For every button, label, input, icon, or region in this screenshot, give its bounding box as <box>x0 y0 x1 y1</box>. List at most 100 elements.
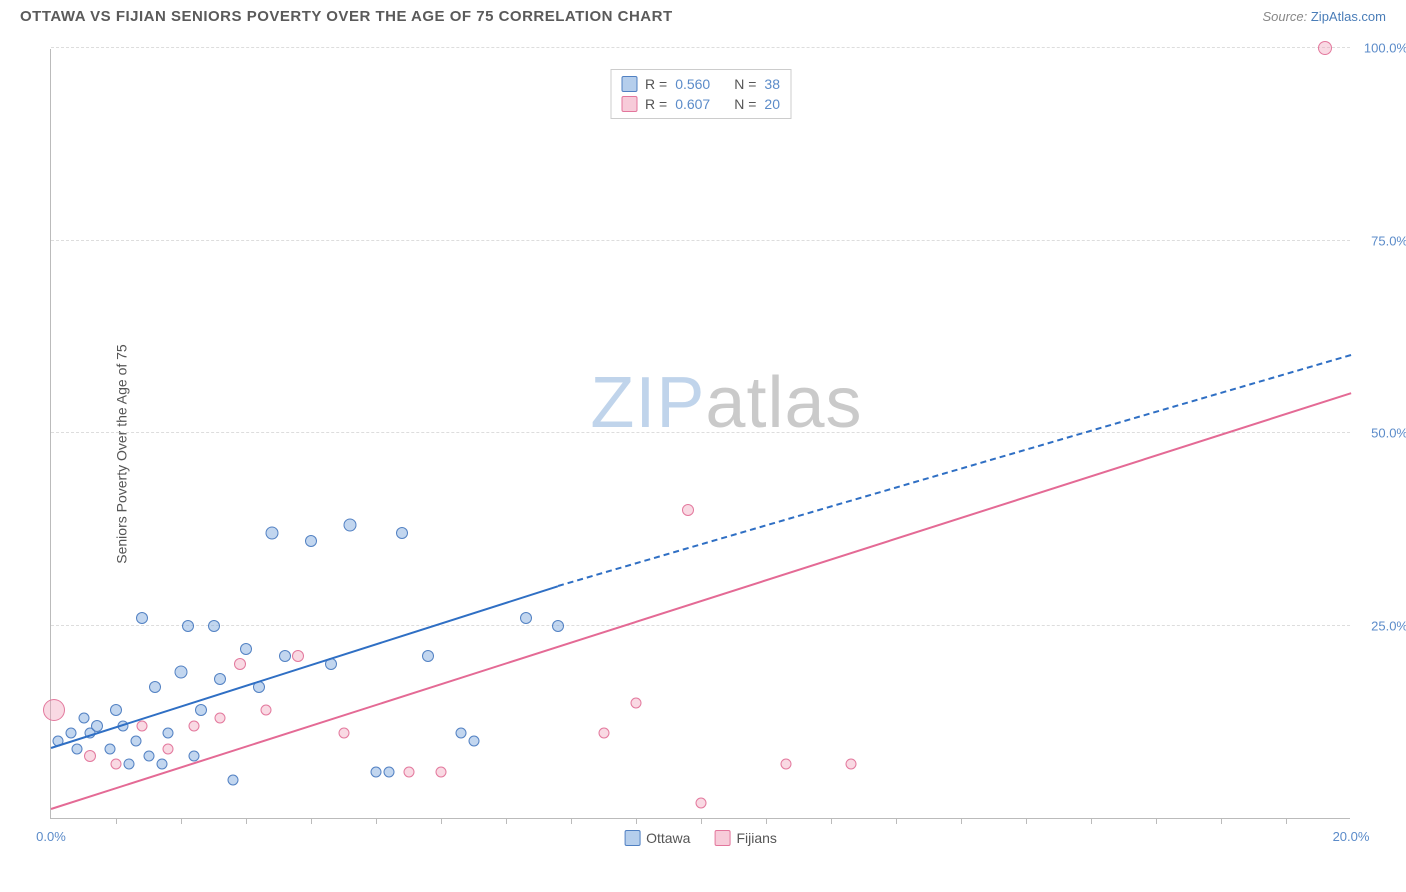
x-tick-label: 0.0% <box>36 829 66 844</box>
scatter-point <box>137 720 148 731</box>
swatch-blue-icon <box>624 830 640 846</box>
scatter-point <box>1318 41 1332 55</box>
n-value: 20 <box>764 96 780 112</box>
trend-line <box>558 354 1352 587</box>
r-value: 0.607 <box>675 96 710 112</box>
scatter-point <box>195 704 207 716</box>
legend-item-ottawa: Ottawa <box>624 830 690 846</box>
scatter-point <box>845 759 856 770</box>
chart-title: OTTAWA VS FIJIAN SENIORS POVERTY OVER TH… <box>20 8 673 25</box>
scatter-point <box>552 620 564 632</box>
x-tick <box>1091 818 1092 824</box>
n-label: N = <box>734 96 756 112</box>
x-tick <box>181 818 182 824</box>
watermark-zip: ZIP <box>590 363 705 443</box>
scatter-point <box>344 519 357 532</box>
scatter-point <box>682 504 694 516</box>
legend-label: Fijians <box>736 830 776 846</box>
series-legend: Ottawa Fijians <box>624 830 777 846</box>
scatter-point <box>240 643 252 655</box>
scatter-point <box>396 527 408 539</box>
scatter-point <box>696 797 707 808</box>
swatch-pink-icon <box>714 830 730 846</box>
gridline <box>51 240 1350 241</box>
x-tick <box>636 818 637 824</box>
scatter-point <box>371 766 382 777</box>
y-tick-label: 50.0% <box>1371 426 1406 441</box>
scatter-point <box>111 759 122 770</box>
swatch-pink-icon <box>621 96 637 112</box>
scatter-point <box>292 650 304 662</box>
scatter-point <box>65 728 76 739</box>
legend-label: Ottawa <box>646 830 690 846</box>
y-tick-label: 100.0% <box>1364 41 1406 56</box>
scatter-point <box>214 673 226 685</box>
scatter-point <box>436 766 447 777</box>
scatter-point <box>598 728 609 739</box>
scatter-point <box>384 766 395 777</box>
n-value: 38 <box>764 76 780 92</box>
y-tick-label: 75.0% <box>1371 233 1406 248</box>
scatter-point <box>228 774 239 785</box>
x-tick <box>701 818 702 824</box>
x-tick <box>896 818 897 824</box>
trend-line <box>51 585 559 749</box>
r-value: 0.560 <box>675 76 710 92</box>
scatter-point <box>338 728 349 739</box>
scatter-point <box>234 658 246 670</box>
scatter-point <box>260 705 271 716</box>
scatter-point <box>266 527 279 540</box>
x-tick <box>506 818 507 824</box>
scatter-point <box>455 728 466 739</box>
x-tick <box>441 818 442 824</box>
scatter-point <box>78 712 89 723</box>
swatch-blue-icon <box>621 76 637 92</box>
scatter-point <box>72 743 83 754</box>
x-tick <box>1026 818 1027 824</box>
plot-area: ZIPatlas R = 0.560 N = 38 R = 0.607 N = … <box>50 49 1350 819</box>
scatter-point <box>43 699 65 721</box>
x-tick <box>831 818 832 824</box>
x-tick <box>571 818 572 824</box>
scatter-point <box>149 681 161 693</box>
chart-header: OTTAWA VS FIJIAN SENIORS POVERTY OVER TH… <box>0 0 1406 29</box>
x-tick <box>116 818 117 824</box>
source-link[interactable]: ZipAtlas.com <box>1311 9 1386 24</box>
scatter-point <box>208 620 220 632</box>
source-prefix: Source: <box>1262 9 1310 24</box>
scatter-point <box>163 728 174 739</box>
correlation-legend: R = 0.560 N = 38 R = 0.607 N = 20 <box>610 69 791 119</box>
x-tick-label: 20.0% <box>1333 829 1370 844</box>
source-label: Source: ZipAtlas.com <box>1262 9 1386 24</box>
scatter-point <box>780 759 791 770</box>
scatter-point <box>143 751 154 762</box>
legend-row-pink: R = 0.607 N = 20 <box>621 94 780 114</box>
chart-area: Seniors Poverty Over the Age of 75 ZIPat… <box>0 29 1406 879</box>
scatter-point <box>156 759 167 770</box>
scatter-point <box>104 743 115 754</box>
scatter-point <box>403 766 414 777</box>
scatter-point <box>520 612 532 624</box>
x-tick <box>1286 818 1287 824</box>
scatter-point <box>130 736 141 747</box>
x-tick <box>1156 818 1157 824</box>
legend-row-blue: R = 0.560 N = 38 <box>621 74 780 94</box>
x-tick <box>376 818 377 824</box>
scatter-point <box>189 720 200 731</box>
scatter-point <box>163 743 174 754</box>
watermark-atlas: atlas <box>705 363 862 443</box>
x-tick <box>961 818 962 824</box>
scatter-point <box>124 759 135 770</box>
scatter-point <box>305 535 317 547</box>
x-tick <box>311 818 312 824</box>
scatter-point <box>110 704 122 716</box>
scatter-point <box>422 650 434 662</box>
x-tick <box>1221 818 1222 824</box>
scatter-point <box>468 736 479 747</box>
scatter-point <box>182 620 194 632</box>
y-tick-label: 25.0% <box>1371 618 1406 633</box>
x-tick <box>246 818 247 824</box>
n-label: N = <box>734 76 756 92</box>
legend-item-fijians: Fijians <box>714 830 776 846</box>
scatter-point <box>215 712 226 723</box>
